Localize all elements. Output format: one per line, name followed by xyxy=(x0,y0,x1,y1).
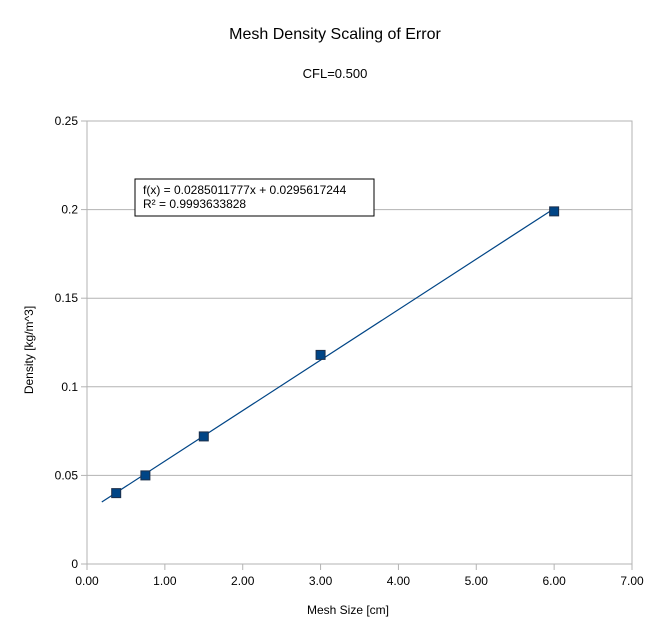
trendline xyxy=(101,208,555,503)
trendline-equation: f(x) = 0.0285011777x + 0.0295617244 xyxy=(143,183,347,197)
x-tick-label-2: 2.00 xyxy=(231,574,255,588)
data-points xyxy=(111,206,560,499)
x-tick-label-1: 1.00 xyxy=(153,574,177,588)
x-tick-label-0: 0.00 xyxy=(75,574,99,588)
trendline-r-squared: R² = 0.9993633828 xyxy=(143,197,246,211)
x-tick-label-7: 7.00 xyxy=(620,574,644,588)
data-point-0-1 xyxy=(140,470,151,481)
chart-subtitle: CFL=0.500 xyxy=(303,66,368,81)
x-tick-label-4: 4.00 xyxy=(387,574,411,588)
data-point-0-2 xyxy=(198,431,209,442)
y-tick-label-1: 0.05 xyxy=(55,468,79,482)
y-tick-label-4: 0.2 xyxy=(61,203,78,217)
y-tick-label-3: 0.15 xyxy=(55,291,79,305)
y-tick-label-0: 0 xyxy=(71,557,78,571)
data-point-0-4 xyxy=(549,206,560,217)
y-axis-label: Density [kg/m^3] xyxy=(22,306,36,394)
y-tick-label-5: 0.25 xyxy=(55,114,79,128)
x-tick-label-6: 6.00 xyxy=(542,574,566,588)
data-point-0-0 xyxy=(111,488,122,499)
equation-box xyxy=(134,178,375,217)
x-tick-label-5: 5.00 xyxy=(465,574,489,588)
x-axis-label: Mesh Size [cm] xyxy=(307,603,389,617)
x-tick-label-3: 3.00 xyxy=(309,574,333,588)
plot-area-border xyxy=(86,120,633,565)
data-point-0-3 xyxy=(315,349,326,360)
y-axis-ticks: 0 0.05 0.1 0.15 0.2 0.25 xyxy=(55,114,87,571)
x-axis-ticks: 0.00 1.00 2.00 3.00 4.00 5.00 6.00 7.00 xyxy=(75,564,644,588)
chart-title: Mesh Density Scaling of Error xyxy=(229,26,441,43)
y-tick-label-2: 0.1 xyxy=(61,380,78,394)
